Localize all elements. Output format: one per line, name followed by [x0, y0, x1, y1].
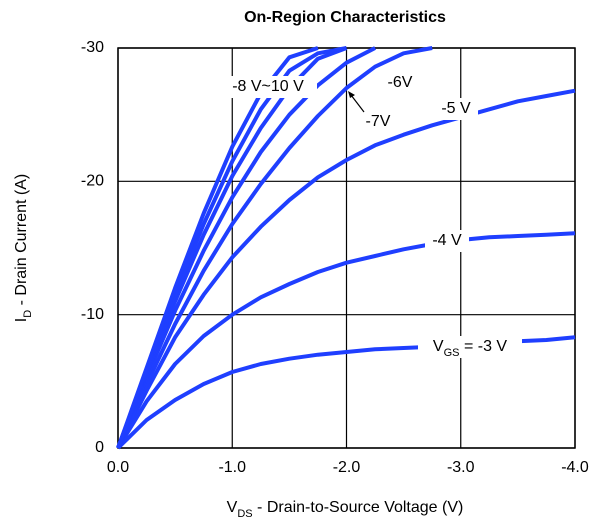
label-background: [434, 98, 478, 120]
series-line: [116, 46, 433, 449]
text-part: - Drain Current (A): [13, 174, 30, 310]
text-part: DS: [237, 508, 252, 520]
curve-label: VGS = -3 V: [433, 338, 507, 359]
y-tick-label: -20: [81, 173, 104, 190]
text-part: -6V: [388, 74, 413, 91]
y-tick-label: -10: [81, 306, 104, 323]
x-axis-label: VDS - Drain-to-Source Voltage (V): [227, 499, 464, 520]
series-line: [116, 46, 319, 449]
y-axis-label: ID - Drain Current (A): [13, 174, 34, 322]
text-part: D: [22, 310, 34, 318]
series-line: [116, 46, 377, 449]
text-part: -5 V: [441, 100, 471, 117]
label-arrowhead: [348, 91, 355, 98]
text-part: I: [13, 318, 30, 322]
text-part: GS: [444, 347, 460, 359]
label-arrow: [350, 94, 365, 113]
label-background: [361, 111, 395, 133]
label-background: [425, 230, 469, 252]
x-tick-label: -1.0: [218, 459, 246, 476]
text-part: -7V: [366, 113, 391, 130]
curve-label: -6V: [388, 74, 413, 91]
text-part: -8 V~10 V: [232, 78, 304, 95]
curve-label: -8 V~10 V: [232, 78, 304, 95]
x-tick-label: 0.0: [107, 459, 129, 476]
curve-label: -5 V: [441, 100, 471, 117]
text-part: V: [227, 499, 238, 516]
text-part: V: [433, 338, 444, 355]
series-line: [116, 231, 576, 450]
curve-label: -4 V: [432, 232, 462, 249]
chart-title: On-Region Characteristics: [244, 9, 446, 26]
text-part: - Drain-to-Source Voltage (V): [253, 499, 464, 516]
label-background: [382, 72, 418, 94]
label-background: [219, 76, 317, 98]
x-tick-label: -4.0: [561, 459, 589, 476]
x-tick-label: -2.0: [333, 459, 361, 476]
curve-label: -7V: [366, 113, 391, 130]
series-line: [116, 88, 576, 449]
x-tick-label: -3.0: [447, 459, 475, 476]
text-part: = -3 V: [460, 338, 508, 355]
y-tick-label: -30: [81, 39, 104, 56]
label-background: [418, 336, 522, 358]
text-part: -4 V: [432, 232, 462, 249]
y-tick-label: 0: [95, 439, 104, 456]
